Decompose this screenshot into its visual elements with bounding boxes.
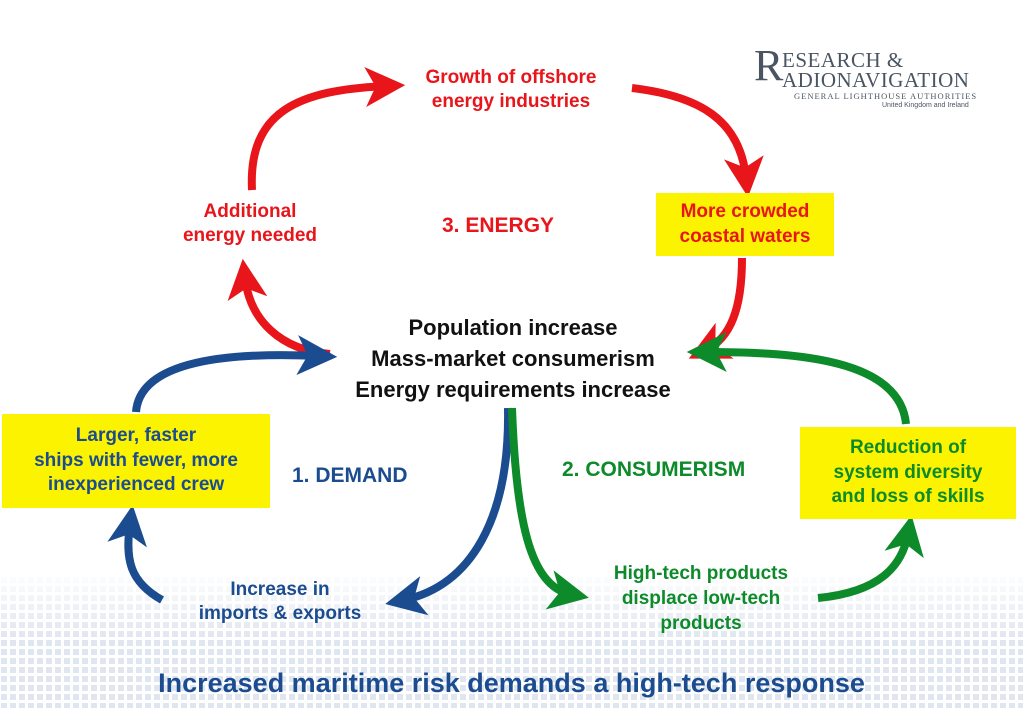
node-reduction-diversity: Reduction of system diversity and loss o… bbox=[800, 427, 1016, 519]
logo-initial: R bbox=[754, 41, 784, 90]
node-larger-ships: Larger, faster ships with fewer, more in… bbox=[2, 414, 270, 508]
arrow-center-to-hightech bbox=[508, 407, 589, 610]
node-imports-exports-line-2: imports & exports bbox=[198, 602, 362, 624]
arrow-center-to-imports bbox=[385, 407, 513, 616]
center-drivers: Population increase Mass-market consumer… bbox=[290, 313, 736, 405]
logo-line-3: GENERAL LIGHTHOUSE AUTHORITIES bbox=[794, 91, 978, 101]
node-imports-exports-line-1: Increase in bbox=[230, 579, 330, 600]
logo-line-2: ADIONAVIGATION bbox=[782, 68, 970, 92]
arrow-larger-ships-to-center bbox=[132, 335, 338, 413]
cycle-label-energy: 3. ENERGY bbox=[442, 214, 555, 237]
node-hightech-products: High-tech products displace low-tech pro… bbox=[586, 561, 816, 636]
center-line-population: Population increase bbox=[408, 315, 618, 340]
node-growth-offshore-line-2: energy industries bbox=[431, 90, 591, 112]
node-reduction-diversity-line-3: and loss of skills bbox=[831, 486, 985, 508]
arrow-additional-to-growth bbox=[247, 66, 406, 191]
arrow-imports-to-larger-ships bbox=[107, 504, 165, 604]
node-larger-ships-line-3: inexperienced crew bbox=[47, 474, 225, 496]
node-reduction-diversity-line-1: Reduction of bbox=[849, 436, 967, 458]
node-growth-offshore: Growth of offshore energy industries bbox=[388, 66, 634, 114]
headline: Increased maritime risk demands a high-t… bbox=[158, 668, 865, 698]
arrow-growth-to-crowded bbox=[631, 84, 764, 198]
logo-line-1: ESEARCH & bbox=[782, 48, 904, 72]
node-additional-energy-line-2: energy needed bbox=[182, 224, 318, 246]
node-crowded-waters: More crowded coastal waters bbox=[656, 193, 834, 256]
node-reduction-diversity-line-2: system diversity bbox=[833, 461, 983, 483]
cycle-label-demand: 1. DEMAND bbox=[292, 464, 408, 487]
logo-line-4: United Kingdom and Ireland bbox=[882, 102, 969, 109]
node-imports-exports: Increase in imports & exports bbox=[170, 578, 390, 626]
node-growth-offshore-line-1: Growth of offshore bbox=[425, 67, 597, 88]
arrow-reduction-to-center bbox=[686, 332, 910, 425]
node-larger-ships-line-2: ships with fewer, more bbox=[34, 449, 238, 471]
node-hightech-products-line-1: High-tech products bbox=[613, 563, 789, 584]
node-hightech-products-line-2: displace low-tech bbox=[621, 588, 781, 610]
node-additional-energy-line-1: Additional bbox=[203, 201, 297, 222]
center-line-consumerism: Mass-market consumerism bbox=[371, 345, 655, 371]
node-hightech-products-line-3: products bbox=[660, 613, 742, 635]
node-crowded-waters-line-1: More crowded bbox=[680, 200, 810, 222]
center-line-energy: Energy requirements increase bbox=[355, 376, 671, 402]
node-additional-energy: Additional energy needed bbox=[150, 200, 350, 248]
node-larger-ships-line-1: Larger, faster bbox=[75, 424, 197, 446]
research-radionavigation-logo: R ESEARCH & ADIONAVIGATION GENERAL LIGHT… bbox=[752, 44, 982, 114]
arrow-hightech-to-reduction bbox=[817, 515, 924, 602]
node-crowded-waters-line-2: coastal waters bbox=[679, 225, 811, 247]
cycle-label-consumerism: 2. CONSUMERISM bbox=[562, 458, 746, 481]
